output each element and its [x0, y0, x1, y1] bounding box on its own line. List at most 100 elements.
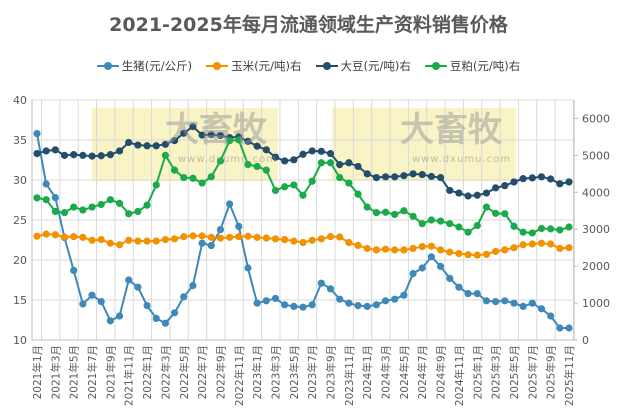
data-point [547, 225, 555, 233]
data-point [391, 210, 399, 219]
legend-item: 大豆(元/吨)右 [315, 58, 411, 74]
data-point [537, 173, 546, 181]
data-point [70, 151, 78, 159]
legend-swatch [206, 62, 229, 70]
data-point [115, 147, 124, 155]
data-point [262, 234, 270, 242]
data-point [446, 220, 454, 228]
x-tick-label: 2025年1月 [471, 345, 484, 399]
data-point [418, 220, 426, 228]
data-point [170, 235, 179, 243]
data-point [152, 181, 160, 189]
x-tick-label: 2022年11月 [233, 345, 246, 406]
x-tick-label: 2021年3月 [49, 345, 62, 399]
legend-swatch [424, 62, 447, 70]
data-point [492, 184, 500, 192]
right-tick-label: 0 [582, 334, 589, 347]
data-point [33, 232, 41, 240]
data-point [299, 303, 307, 311]
data-point [79, 300, 87, 308]
data-point [198, 232, 206, 240]
data-point [97, 235, 105, 244]
data-point [207, 173, 215, 181]
data-point [134, 141, 142, 149]
data-point [409, 212, 417, 220]
x-tick-label: 2025年3月 [490, 345, 503, 399]
data-point [262, 146, 270, 154]
data-point [79, 233, 87, 241]
watermark-box [332, 108, 516, 181]
right-tick-label: 6000 [582, 112, 610, 125]
data-point [216, 234, 225, 242]
data-point [42, 180, 50, 188]
data-point [281, 157, 289, 165]
x-tick-label: 2022年5月 [178, 345, 191, 399]
data-point [60, 233, 69, 241]
data-point [492, 298, 500, 306]
data-point [464, 228, 472, 236]
data-point [492, 247, 500, 255]
x-tick-label: 2022年1月 [141, 345, 154, 399]
data-point [565, 223, 573, 231]
data-point [464, 192, 472, 200]
data-point [125, 210, 133, 218]
data-point [317, 147, 325, 155]
data-point [115, 312, 124, 320]
data-point [97, 152, 105, 160]
right-tick-label: 1000 [582, 297, 610, 310]
data-point [262, 297, 270, 305]
data-point [317, 279, 325, 287]
data-point [51, 231, 59, 239]
data-point [216, 226, 225, 234]
data-point [556, 180, 564, 188]
data-point [125, 276, 133, 284]
data-point [42, 230, 50, 238]
data-point [33, 194, 41, 202]
data-point [436, 173, 445, 182]
data-point [326, 159, 335, 167]
data-point [161, 151, 170, 159]
x-tick-label: 2023年3月 [269, 345, 282, 399]
data-point [152, 237, 160, 245]
data-point [409, 170, 417, 178]
data-point [519, 228, 527, 236]
data-point [400, 172, 408, 180]
data-point [345, 238, 353, 247]
data-point [455, 250, 463, 258]
data-point [97, 200, 105, 209]
data-point [244, 232, 252, 240]
data-point [547, 175, 555, 183]
data-point [336, 173, 344, 182]
data-point [446, 274, 454, 282]
data-point [51, 207, 59, 216]
data-point [326, 233, 335, 241]
data-point [253, 142, 261, 150]
data-point [326, 285, 335, 293]
data-point [436, 217, 445, 225]
watermark-site: www.dxumu.com [412, 154, 512, 165]
data-point [501, 210, 509, 218]
data-point [290, 237, 298, 245]
data-point [97, 298, 105, 306]
legend-swatch [96, 62, 119, 70]
left-tick-label: 10 [13, 334, 27, 347]
data-point [299, 191, 307, 199]
data-point [143, 237, 151, 245]
data-point [400, 246, 408, 254]
data-point [400, 207, 408, 215]
left-tick-label: 40 [13, 94, 27, 107]
data-point [418, 170, 426, 179]
data-point [207, 233, 215, 241]
data-point [537, 224, 546, 233]
data-point [565, 244, 573, 252]
data-point [547, 240, 555, 248]
data-point [473, 221, 481, 230]
data-point [482, 250, 491, 258]
data-point [418, 264, 426, 272]
data-point [482, 297, 491, 305]
x-tick-label: 2022年7月 [196, 345, 209, 399]
legend-label: 生猪(元/公斤) [121, 59, 193, 73]
data-point [79, 151, 87, 159]
data-point [70, 266, 78, 274]
data-point [510, 299, 518, 307]
